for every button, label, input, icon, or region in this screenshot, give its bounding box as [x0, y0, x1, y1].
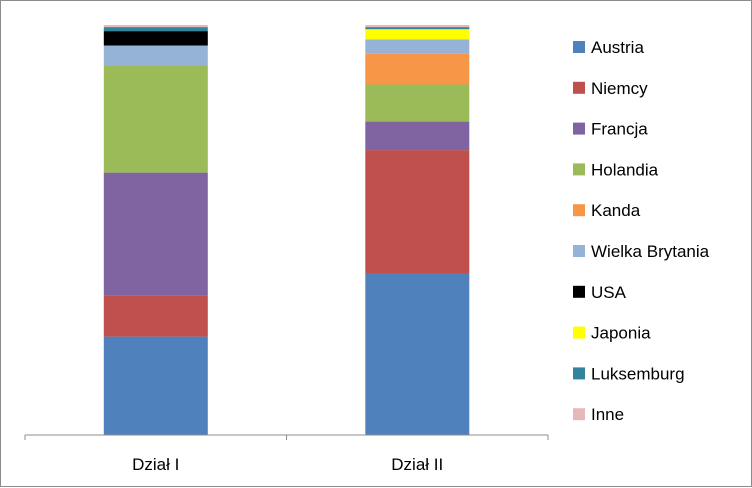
bar-segment-holandia-dzial-ii — [365, 84, 470, 122]
bar-segment-japonia-dzial-ii — [365, 29, 470, 40]
bar-segment-usa-dzial-i — [103, 31, 208, 46]
bar-segment-francja-dzial-ii — [365, 121, 470, 151]
bar-segment-niemcy-dzial-ii — [365, 150, 470, 274]
legend-label: Niemcy — [591, 79, 648, 98]
bar-segment-luksemburg-dzial-ii — [365, 27, 470, 30]
legend-label: Francja — [591, 120, 648, 139]
legend-label: Wielka Brytania — [591, 242, 710, 261]
bar-segment-francja-dzial-i — [103, 172, 208, 296]
legend-label: USA — [591, 283, 627, 302]
bar-segment-kanda-dzial-ii — [365, 53, 470, 85]
x-axis-ticks — [24, 435, 549, 440]
bar-segment-inne-dzial-ii — [365, 25, 470, 28]
x-tick-label: Dział I — [132, 455, 179, 474]
bar-segment-wielka-brytania-dzial-i — [103, 45, 208, 66]
bar-segment-inne-dzial-i — [103, 25, 208, 28]
legend-entry-usa: USA — [573, 283, 627, 302]
legend-label: Japonia — [591, 324, 651, 343]
legend-swatch — [573, 245, 585, 257]
legend-entry-kanda: Kanda — [573, 201, 641, 220]
bar-segment-austria-dzial-i — [103, 336, 208, 435]
legend-swatch — [573, 408, 585, 421]
bar-segment-wielka-brytania-dzial-ii — [365, 39, 470, 54]
legend-entry-niemcy: Niemcy — [573, 79, 648, 98]
bars-layer — [103, 25, 470, 435]
bar-segment-niemcy-dzial-i — [103, 295, 208, 337]
legend-label: Inne — [591, 405, 624, 424]
legend-entry-japonia: Japonia — [573, 324, 651, 343]
legend-entry-wielka-brytania: Wielka Brytania — [573, 242, 710, 261]
legend: Austria Niemcy Francja Holandia Kanda Wielka … — [573, 38, 710, 424]
bar-segment-holandia-dzial-i — [103, 66, 208, 173]
legend-label: Holandia — [591, 160, 659, 179]
bar-segment-luksemburg-dzial-i — [103, 27, 208, 32]
legend-label: Luksemburg — [591, 364, 685, 383]
legend-entry-holandia: Holandia — [573, 160, 659, 179]
legend-swatch — [573, 367, 585, 380]
legend-entry-austria: Austria — [573, 38, 644, 57]
legend-label: Austria — [591, 38, 644, 57]
legend-label: Kanda — [591, 201, 641, 220]
x-tick-label: Dział II — [391, 455, 443, 474]
legend-entry-inne: Inne — [573, 405, 624, 424]
legend-swatch — [573, 122, 585, 135]
x-axis-tick-labels: Dział I Dział II — [132, 455, 443, 474]
legend-swatch — [573, 81, 585, 94]
legend-entry-luksemburg: Luksemburg — [573, 364, 685, 383]
legend-swatch — [573, 326, 585, 339]
legend-swatch — [573, 204, 585, 217]
legend-swatch — [573, 163, 585, 176]
legend-entry-francja: Francja — [573, 120, 648, 139]
bar-segment-austria-dzial-ii — [365, 273, 470, 435]
legend-swatch — [573, 285, 585, 298]
legend-swatch — [573, 41, 585, 53]
